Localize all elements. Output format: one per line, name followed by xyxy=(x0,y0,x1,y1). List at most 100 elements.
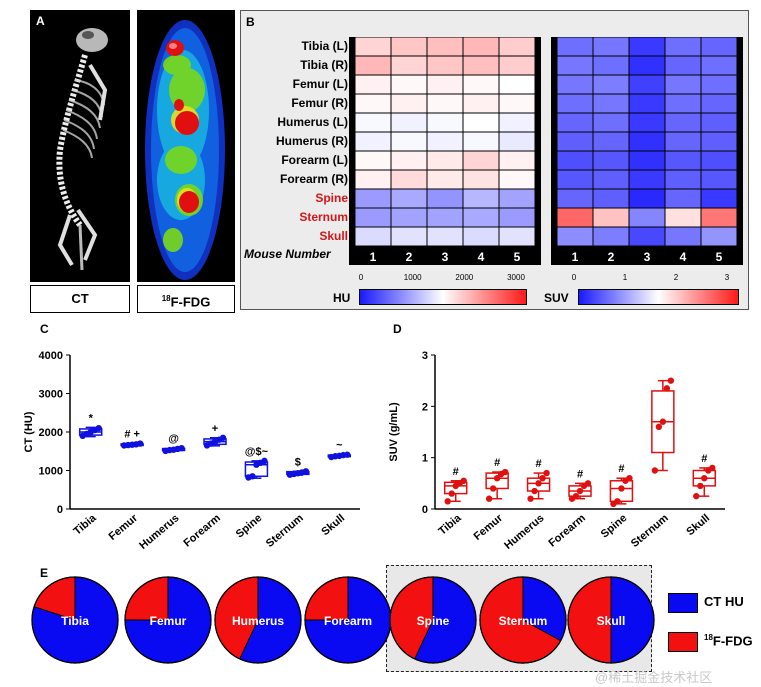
colorbar-tick: 2000 xyxy=(455,273,474,282)
hu-cell xyxy=(355,208,391,227)
hu-mouse-number: 2 xyxy=(406,250,413,264)
suv-colorbar-ticks: 0 1 2 3 xyxy=(557,273,737,285)
suv-cell xyxy=(557,132,593,151)
suv-cell xyxy=(593,37,629,56)
ct-point xyxy=(219,434,227,441)
ct-y-tick-label: 0 xyxy=(57,504,63,516)
heatmap-row-label: Spine xyxy=(315,191,348,205)
suv-cell xyxy=(665,37,701,56)
hu-cell xyxy=(499,56,535,75)
pie-label: Skull xyxy=(597,614,626,628)
panel-e-letter: E xyxy=(40,566,49,580)
suv-point xyxy=(576,487,584,495)
suv-point xyxy=(531,487,538,495)
suv-cell xyxy=(629,75,665,94)
legend-ct-swatch xyxy=(668,593,698,613)
suv-cell xyxy=(593,132,629,151)
suv-point xyxy=(709,464,716,472)
colorbar-tick: 1 xyxy=(622,273,628,282)
suv-cell xyxy=(629,132,665,151)
suv-mouse-number: 4 xyxy=(680,250,687,264)
suv-cell xyxy=(701,94,737,113)
hu-cell xyxy=(499,151,535,170)
pie-outline xyxy=(124,576,212,664)
suv-point xyxy=(663,385,671,392)
suv-cell xyxy=(557,56,593,75)
suv-significance-mark: # xyxy=(577,468,583,480)
ct-significance-mark: $ xyxy=(295,456,301,468)
suv-cell xyxy=(593,227,629,246)
suv-cell xyxy=(629,208,665,227)
hu-cell xyxy=(499,189,535,208)
hu-cell xyxy=(391,170,427,189)
suv-cell xyxy=(665,170,701,189)
ct-significance-mark: # + xyxy=(124,429,140,441)
suv-cell xyxy=(629,189,665,208)
hu-cell xyxy=(427,75,463,94)
suv-cell xyxy=(557,37,593,56)
heatmap-row-label: Humerus (R) xyxy=(275,134,348,148)
ct-point xyxy=(178,444,185,452)
suv-cell xyxy=(665,151,701,170)
colorbar-tick: 1000 xyxy=(403,273,422,282)
suv-category-label: Humerus xyxy=(502,512,546,550)
suv-cell xyxy=(629,170,665,189)
hu-cell xyxy=(499,208,535,227)
ct-significance-mark: * xyxy=(89,412,94,424)
colorbar-tick: 3 xyxy=(724,273,730,282)
hu-cell xyxy=(391,151,427,170)
suv-heatmap: 1 2 3 4 5 xyxy=(551,37,743,265)
suv-heatmap-svg: 1 2 3 4 5 xyxy=(557,37,737,264)
suv-category-label: Skull xyxy=(684,512,712,538)
pie-charts: Tibia Femur Humerus Forearm Spine Sternum Skul… xyxy=(31,576,655,664)
hu-mouse-number: 5 xyxy=(514,250,521,264)
suv-point xyxy=(693,492,700,500)
suv-cell xyxy=(665,94,701,113)
suv-point xyxy=(527,495,534,502)
suv-point xyxy=(448,490,455,497)
pie-label: Sternum xyxy=(499,614,548,628)
legend-ct-label: CT HU xyxy=(704,594,744,609)
suv-cell xyxy=(593,94,629,113)
suv-cell xyxy=(593,113,629,132)
watermark: @稀土掘金技术社区 xyxy=(595,670,713,685)
ct-category-label: Forearm xyxy=(181,512,223,550)
panel-b-letter: B xyxy=(246,15,255,29)
ct-significance-mark: + xyxy=(212,423,218,435)
hu-cell xyxy=(355,37,391,56)
suv-cell xyxy=(629,37,665,56)
hu-cell xyxy=(355,75,391,94)
ct-category-label: Tibia xyxy=(71,512,99,538)
hu-cell xyxy=(355,151,391,170)
suv-boxplot: 0 1 2 3 SUV (g/mL) # Tibia # Femur # Humerus # Forea… xyxy=(388,350,725,550)
hu-cell xyxy=(391,37,427,56)
suv-cell xyxy=(629,113,665,132)
suv-y-tick-label: 3 xyxy=(422,350,428,362)
suv-cell xyxy=(665,75,701,94)
hu-cell xyxy=(391,113,427,132)
hu-cell xyxy=(391,132,427,151)
hu-cell xyxy=(427,132,463,151)
suv-cell xyxy=(701,189,737,208)
hu-mouse-number: 3 xyxy=(442,250,449,264)
hu-cell xyxy=(391,227,427,246)
colorbar-tick: 2 xyxy=(673,273,679,282)
suv-point xyxy=(572,492,580,500)
hu-cell xyxy=(463,227,499,246)
suv-cell xyxy=(557,94,593,113)
suv-significance-mark: # xyxy=(494,457,500,469)
suv-point xyxy=(655,423,663,431)
hu-cell xyxy=(427,170,463,189)
suv-cell xyxy=(701,170,737,189)
ct-point xyxy=(261,457,268,465)
ct-y-axis-label: CT (HU) xyxy=(23,411,35,452)
hu-heatmap-svg: 1 2 3 4 5 xyxy=(355,37,535,264)
hu-cell xyxy=(463,189,499,208)
suv-point xyxy=(614,498,621,505)
suv-cell xyxy=(557,113,593,132)
colorbar-tick: 0 xyxy=(358,273,364,282)
pie-outline xyxy=(389,576,477,664)
hu-mouse-number: 1 xyxy=(370,250,377,264)
pie-label: Spine xyxy=(417,614,450,628)
ct-y-tick-label: 1000 xyxy=(39,466,63,478)
